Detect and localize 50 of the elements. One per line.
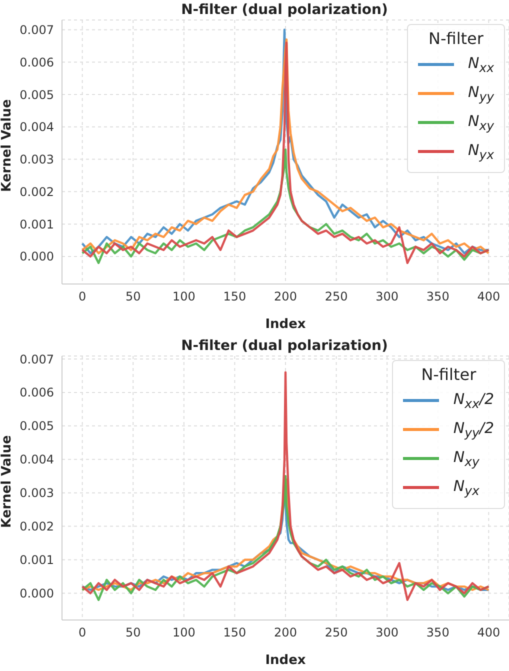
x-tick-label: 400 (477, 626, 500, 640)
legend-label: N$_{xy}$ (453, 448, 480, 469)
legend-label: N$_{yx}$ (468, 141, 494, 162)
x-tick-label: 400 (477, 290, 500, 304)
legend-label: N$_{yy}$/2 (453, 419, 494, 440)
y-tick-label: 0.001 (20, 553, 54, 568)
y-tick-label: 0.006 (20, 55, 54, 70)
x-tick-label: 150 (223, 290, 246, 304)
x-tick-label: 200 (274, 290, 297, 304)
y-tick-label: 0.007 (20, 352, 54, 366)
x-tick-label: 100 (172, 290, 196, 304)
x-axis-title: Index (265, 653, 306, 668)
y-tick-label: 0.002 (20, 520, 54, 534)
x-axis-title: Index (265, 317, 306, 332)
y-tick-label: 0.006 (20, 386, 54, 400)
x-tick-label: 50 (125, 290, 141, 304)
chart-title: N-filter (dual polarization) (180, 2, 389, 18)
x-tick-label: 0 (78, 626, 86, 640)
y-tick-label: 0.000 (20, 250, 54, 264)
legend-label: N$_{xx}$/2 (453, 390, 494, 411)
y-tick-label: 0.005 (20, 419, 54, 434)
x-tick-label: 250 (324, 290, 348, 304)
y-tick-label: 0.000 (20, 586, 54, 600)
y-tick-label: 0.004 (20, 452, 54, 467)
x-tick-label: 350 (426, 626, 450, 640)
chart-title: N-filter (dual polarization) (180, 338, 389, 354)
x-tick-label: 100 (172, 626, 196, 640)
y-tick-label: 0.001 (20, 217, 54, 232)
legend-label: N$_{yy}$ (468, 83, 494, 104)
y-axis-title: Kernel Value (0, 99, 15, 192)
y-axis-title: Kernel Value (0, 435, 15, 528)
y-tick-label: 0.004 (20, 120, 54, 134)
x-tick-label: 0 (78, 290, 86, 304)
x-tick-label: 50 (125, 626, 141, 640)
legend-label: N$_{xy}$ (468, 112, 494, 133)
legend-label: N$_{xx}$ (468, 54, 494, 75)
y-tick-label: 0.002 (20, 184, 54, 199)
y-tick-label: 0.003 (20, 152, 54, 167)
y-tick-label: 0.003 (20, 486, 54, 500)
x-tick-label: 150 (223, 626, 246, 640)
legend-label: N$_{yx}$ (453, 477, 480, 498)
y-tick-label: 0.005 (20, 88, 54, 102)
x-tick-label: 300 (376, 626, 399, 640)
legend-title: N-filter (428, 29, 484, 48)
y-tick-label: 0.007 (20, 22, 54, 37)
x-tick-label: 350 (426, 290, 450, 304)
x-tick-label: 200 (274, 626, 297, 640)
legend-title: N-filter (420, 365, 478, 384)
x-tick-label: 250 (324, 626, 348, 640)
x-tick-label: 300 (376, 290, 399, 304)
